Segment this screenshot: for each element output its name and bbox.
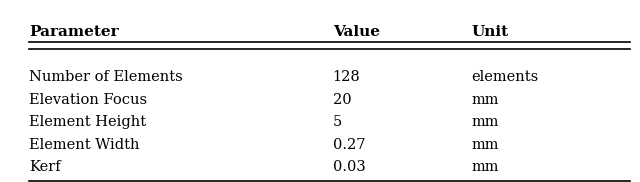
Text: 0.03: 0.03	[333, 161, 365, 175]
Text: Parameter: Parameter	[29, 25, 119, 39]
Text: mm: mm	[472, 115, 499, 129]
Text: Element Width: Element Width	[29, 138, 140, 152]
Text: Element Height: Element Height	[29, 115, 147, 129]
Text: Number of Elements: Number of Elements	[29, 70, 183, 84]
Text: mm: mm	[472, 138, 499, 152]
Text: 0.27: 0.27	[333, 138, 365, 152]
Text: mm: mm	[472, 161, 499, 175]
Text: 128: 128	[333, 70, 360, 84]
Text: mm: mm	[472, 93, 499, 107]
Text: Unit: Unit	[472, 25, 509, 39]
Text: 5: 5	[333, 115, 342, 129]
Text: Kerf: Kerf	[29, 161, 61, 175]
Text: 20: 20	[333, 93, 351, 107]
Text: elements: elements	[472, 70, 539, 84]
Text: Elevation Focus: Elevation Focus	[29, 93, 148, 107]
Text: Value: Value	[333, 25, 380, 39]
